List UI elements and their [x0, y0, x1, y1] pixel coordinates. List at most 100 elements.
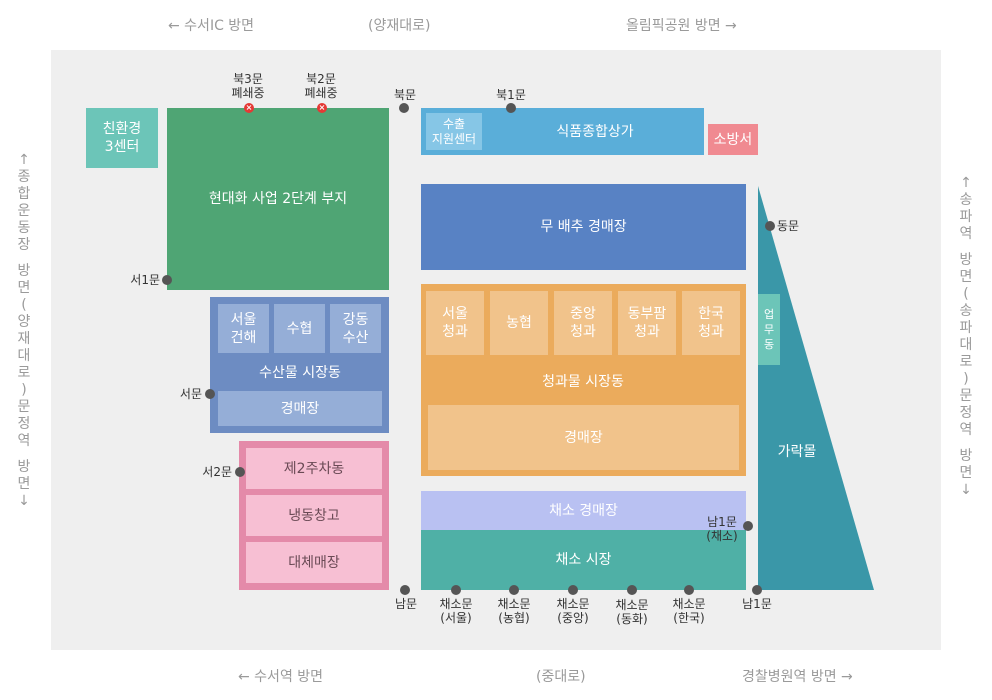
fruit-stall-dongbufarm[interactable]: 동부팜 청과 — [618, 291, 676, 355]
direction-left-char: ↑ — [18, 152, 30, 168]
direction-right-char: 방 — [959, 448, 973, 464]
direction-left-char: 면 — [17, 476, 31, 492]
gate-west2-marker[interactable] — [235, 467, 245, 477]
gate-west1-marker[interactable] — [162, 275, 172, 285]
modernization-phase2-site[interactable]: 현대화 사업 2단계 부지 — [167, 108, 389, 290]
fire-station[interactable]: 소방서 — [708, 124, 758, 155]
seafood-building-label: 수산물 시장동 — [259, 365, 341, 381]
seafood-stall-gangdong[interactable]: 강동 수산 — [330, 304, 381, 353]
gate-south1-marker[interactable] — [752, 585, 762, 595]
direction-label-suseo-ic: ← 수서IC 방면 — [168, 18, 255, 34]
direction-left-char: 운 — [17, 203, 31, 219]
gate-west1-label: 서1문 — [130, 273, 160, 287]
direction-label-police-hospital: 경찰병원역 방면 → — [742, 669, 853, 685]
gate-south-label: 남문 — [394, 597, 418, 611]
road-label-yangjae: (양재대로) — [368, 18, 431, 34]
direction-right-char: 송 — [959, 303, 973, 319]
direction-right-char: 파 — [959, 209, 973, 225]
gate-veg-hanguk-label: 채소문 (한국) — [672, 597, 706, 625]
gate-south1-veg-marker[interactable] — [743, 521, 753, 531]
direction-left-char: ( — [21, 297, 27, 313]
garak-mall[interactable] — [756, 184, 876, 592]
business-building[interactable]: 업 무 동 — [758, 294, 780, 365]
direction-right-char: 면 — [959, 465, 973, 481]
gate-north3-label: 북3문 폐쇄중 — [231, 72, 265, 100]
gate-north2-closed-icon[interactable]: × — [317, 103, 327, 113]
direction-left-char: 로 — [17, 365, 31, 381]
direction-right-char — [958, 439, 974, 448]
vegetable-market[interactable]: 채소 시장 — [421, 530, 746, 590]
gate-south-marker[interactable] — [400, 585, 410, 595]
direction-left-char: 정 — [17, 416, 31, 432]
direction-left-char — [16, 450, 32, 459]
direction-left-char — [16, 254, 32, 263]
direction-right-char: 역 — [959, 422, 973, 438]
gate-south1-label: 남1문 — [742, 597, 772, 611]
direction-label-right-vertical: ↑ 송 파 역 방 면(송 파 대 로) 문 정 역 방 면 ↓ — [958, 175, 974, 499]
gate-east-label: 동문 — [777, 219, 800, 233]
gate-veg-seoul-label: 채소문 (서울) — [439, 597, 473, 625]
seafood-stall-seoul[interactable]: 서울 건해 — [218, 304, 269, 353]
direction-left-char: 장 — [17, 237, 31, 253]
gate-west-marker[interactable] — [205, 389, 215, 399]
garak-mall-label: 가락몰 — [777, 444, 817, 460]
gate-north-label: 북문 — [393, 88, 417, 102]
direction-left-char: ) — [21, 382, 27, 398]
direction-right-char: ( — [963, 286, 969, 302]
direction-right-char: 송 — [959, 192, 973, 208]
gate-south1-veg-label: 남1문 (채소) — [706, 515, 738, 543]
gate-veg-jungang-label: 채소문 (중앙) — [556, 597, 590, 625]
food-mall-label: 식품종합상가 — [556, 123, 634, 140]
direction-right-char: 방 — [959, 252, 973, 268]
fruit-stall-jungang[interactable]: 중앙 청과 — [554, 291, 612, 355]
direction-left-char: 방 — [17, 459, 31, 475]
direction-right-char: ↓ — [960, 482, 972, 498]
parking-building-2[interactable]: 제2주차동 — [246, 448, 382, 489]
gate-east-marker[interactable] — [765, 221, 775, 231]
direction-right-char: 정 — [959, 405, 973, 421]
direction-left-char: 방 — [17, 263, 31, 279]
direction-right-char: 대 — [959, 337, 973, 353]
direction-right-char: 파 — [959, 320, 973, 336]
export-support-center[interactable]: 수출 지원센터 — [426, 113, 482, 150]
eco-center-3[interactable]: 친환경 3센터 — [86, 108, 158, 168]
radish-cabbage-auction[interactable]: 무 배추 경매장 — [421, 184, 746, 270]
gate-veg-seoul-marker[interactable] — [451, 585, 461, 595]
fruit-auction-hall[interactable]: 경매장 — [428, 405, 739, 470]
fruit-stall-hanguk[interactable]: 한국 청과 — [682, 291, 740, 355]
gate-veg-nonghyup-marker[interactable] — [509, 585, 519, 595]
gate-north1-marker[interactable] — [506, 103, 516, 113]
direction-right-char: 문 — [959, 388, 973, 404]
gate-veg-jungang-marker[interactable] — [568, 585, 578, 595]
direction-label-left-vertical: ↑ 종 합 운 동 장 방 면(양 재 대 로) 문 정 역 방 면 ↓ — [16, 152, 32, 510]
gate-north-marker[interactable] — [399, 103, 409, 113]
gate-veg-donghwa-label: 채소문 (동화) — [615, 598, 649, 626]
gate-north3-closed-icon[interactable]: × — [244, 103, 254, 113]
road-label-jungdae: (중대로) — [536, 669, 586, 685]
seafood-stall-suhyup[interactable]: 수협 — [274, 304, 325, 353]
gate-veg-donghwa-marker[interactable] — [627, 585, 637, 595]
direction-left-char: 면 — [17, 280, 31, 296]
gate-north1-label: 북1문 — [496, 88, 526, 102]
gate-west2-label: 서2문 — [202, 465, 232, 479]
direction-right-char — [958, 243, 974, 252]
direction-left-char: 역 — [17, 433, 31, 449]
fruit-stall-nonghyup[interactable]: 농협 — [490, 291, 548, 355]
direction-left-char: 종 — [17, 169, 31, 185]
direction-left-char: 합 — [17, 186, 31, 202]
cold-storage[interactable]: 냉동창고 — [246, 495, 382, 536]
direction-left-char: 문 — [17, 399, 31, 415]
direction-left-char: 재 — [17, 331, 31, 347]
direction-right-char: ) — [963, 371, 969, 387]
fruit-stall-seoul[interactable]: 서울 청과 — [426, 291, 484, 355]
direction-left-char: 대 — [17, 348, 31, 364]
seafood-auction-hall[interactable]: 경매장 — [218, 391, 382, 426]
direction-right-char: 로 — [959, 354, 973, 370]
direction-right-char: 역 — [959, 226, 973, 242]
alternative-store[interactable]: 대체매장 — [246, 542, 382, 583]
direction-left-char: ↓ — [18, 493, 30, 509]
gate-veg-hanguk-marker[interactable] — [684, 585, 694, 595]
fruit-building-label: 청과물 시장동 — [542, 374, 624, 390]
vegetable-auction[interactable]: 채소 경매장 — [421, 491, 746, 530]
gate-north2-label: 북2문 폐쇄중 — [304, 72, 338, 100]
